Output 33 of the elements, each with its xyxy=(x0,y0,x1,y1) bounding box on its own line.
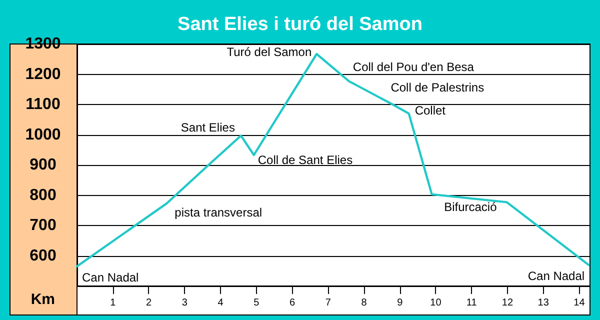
y-tick-label: 600 xyxy=(30,247,56,264)
annotation: Turó del Samon xyxy=(226,44,312,59)
x-tick-label: 13 xyxy=(538,298,550,308)
x-tick-label: 3 xyxy=(182,298,188,308)
annotation: Collet xyxy=(414,104,446,118)
annotation: Can Nadal xyxy=(528,268,585,283)
x-tick-label: 14 xyxy=(574,298,586,308)
annotation: Coll del Pou d'en Besa xyxy=(352,60,474,74)
y-tick-label: 700 xyxy=(30,217,56,234)
y-tick-label: 800 xyxy=(30,186,56,204)
y-tick-label: 1200 xyxy=(25,66,61,83)
x-tick-label: 8 xyxy=(361,298,368,308)
x-tick-label: 4 xyxy=(218,298,224,308)
annotation: Sant Elies xyxy=(180,120,235,135)
annotation: Coll de Sant Elies xyxy=(258,153,353,168)
y-tick-label: 1100 xyxy=(26,96,60,113)
chart-title: Sant Elies i turó del Samon xyxy=(178,14,422,35)
annotation: Bifurcació xyxy=(444,200,498,214)
annotation: pista transversal xyxy=(174,205,262,220)
x-axis-title: Km xyxy=(30,291,55,308)
y-tick-label: 900 xyxy=(30,156,56,174)
annotation: Can Nadal xyxy=(82,270,139,284)
x-tick-label: 2 xyxy=(146,298,152,308)
annotation: Coll de Palestrins xyxy=(390,80,484,94)
x-tick-label: 9 xyxy=(397,298,404,308)
y-tick-label: 1000 xyxy=(25,126,61,144)
x-tick-label: 11 xyxy=(466,298,478,308)
x-tick-label: 12 xyxy=(502,298,514,308)
x-tick-label: 6 xyxy=(289,298,296,308)
x-tick-label: 10 xyxy=(430,298,442,308)
x-tick-label: 1 xyxy=(110,298,116,308)
x-tick-label: 5 xyxy=(254,298,260,308)
x-tick-label: 7 xyxy=(325,298,332,308)
